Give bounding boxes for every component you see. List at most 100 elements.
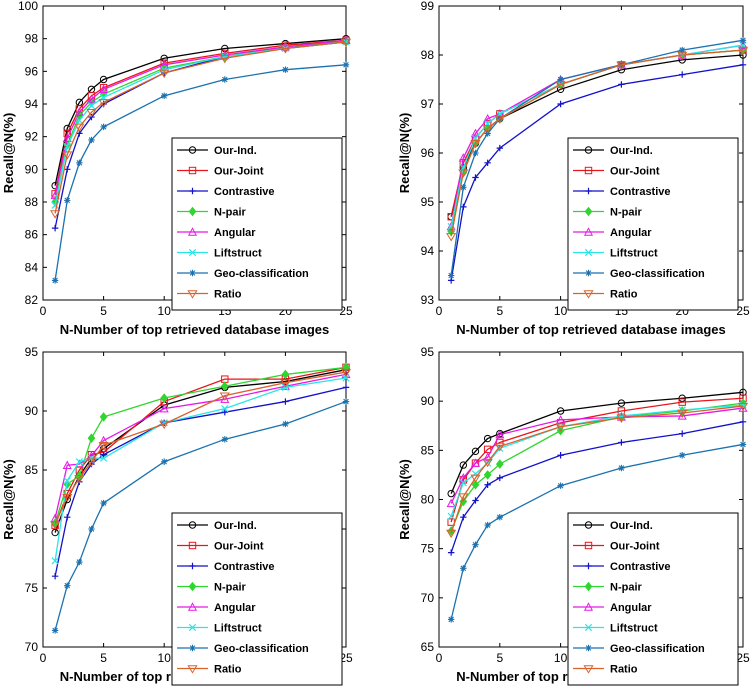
data-point-contrastive — [282, 398, 289, 405]
data-point-geo-classification — [161, 92, 168, 100]
data-point-geo-classification — [739, 441, 747, 448]
data-point-contrastive — [739, 418, 747, 426]
data-point-geo-classification — [472, 541, 479, 548]
series-line-our-ind — [54, 38, 347, 186]
legend-label-geo-classification: Geo-classification — [214, 268, 309, 280]
y-tick-label: 80 — [25, 522, 39, 536]
x-tick-label: 10 — [554, 651, 568, 665]
legend-marker-our-ind — [584, 521, 593, 529]
y-axis-label: Recall@N(%) — [1, 459, 16, 540]
legend-label-contrastive: Contrastive — [214, 561, 275, 573]
x-tick-label: 5 — [100, 304, 107, 318]
y-tick-label: 90 — [25, 162, 39, 176]
data-point-angular — [458, 153, 468, 162]
series-contrastive — [447, 418, 747, 556]
data-point-ratio — [98, 442, 109, 451]
series-liftstruct — [51, 374, 350, 565]
legend: Our-Ind. Our-Joint Contrastive N-pair Angula… — [171, 512, 343, 686]
x-axis-label: N-Number of top retrieved database image… — [456, 322, 725, 337]
data-point-geo-classification — [221, 436, 228, 443]
y-axis-label: Recall@N(%) — [397, 459, 412, 540]
legend-label-our-ind: Our-Ind. — [214, 145, 257, 157]
legend-marker-our-joint — [584, 541, 593, 550]
legend-marker-liftstruct — [188, 248, 197, 257]
legend-marker-ratio — [583, 290, 594, 299]
data-point-geo-classification — [100, 123, 107, 131]
x-tick-label: 25 — [339, 651, 353, 665]
data-point-ratio — [616, 61, 627, 70]
data-point-ratio — [458, 493, 469, 502]
y-tick-label: 99 — [421, 0, 435, 13]
x-tick-label: 10 — [554, 304, 568, 318]
legend-label-our-joint: Our-Joint — [610, 166, 660, 178]
data-point-liftstruct — [75, 116, 83, 124]
data-point-ratio — [74, 475, 85, 484]
x-tick-label: 0 — [40, 304, 47, 318]
data-point-angular — [446, 498, 456, 508]
data-point-geo-classification — [161, 458, 168, 465]
data-point-ratio — [737, 402, 749, 412]
series-geo-classification — [51, 398, 350, 634]
data-point-contrastive — [100, 451, 107, 458]
data-point-ratio — [62, 151, 73, 160]
data-point-angular — [159, 60, 169, 69]
legend-marker-n-pair — [584, 206, 593, 217]
data-point-our-joint — [63, 129, 71, 138]
legend: Our-Ind. Our-Joint Contrastive N-pair Angula… — [171, 137, 343, 311]
data-point-ratio — [494, 443, 505, 452]
legend-box — [567, 512, 739, 686]
legend-label-n-pair: N-pair — [610, 582, 643, 594]
data-point-n-pair — [281, 369, 290, 380]
series-ratio — [50, 368, 352, 530]
data-point-geo-classification — [51, 627, 59, 634]
data-point-angular — [556, 415, 566, 424]
legend-label-ratio: Ratio — [214, 289, 242, 301]
data-point-contrastive — [221, 408, 228, 416]
data-point-our-ind — [459, 461, 468, 469]
data-point-our-ind — [617, 399, 626, 407]
legend-marker-liftstruct — [188, 623, 197, 632]
data-point-ratio — [98, 99, 109, 108]
data-point-geo-classification — [76, 558, 83, 566]
y-tick-label: 65 — [421, 640, 435, 654]
legend-label-our-ind: Our-Ind. — [610, 145, 653, 157]
data-point-n-pair — [483, 470, 492, 480]
data-point-contrastive — [496, 144, 503, 152]
series-ratio — [446, 402, 749, 539]
data-point-angular — [483, 452, 493, 461]
legend-marker-liftstruct — [584, 623, 593, 632]
data-point-geo-classification — [484, 521, 491, 529]
data-point-geo-classification — [557, 76, 564, 83]
legend-marker-ratio — [583, 665, 594, 674]
data-point-contrastive — [557, 100, 564, 108]
legend-marker-contrastive — [585, 187, 592, 195]
legend-marker-contrastive — [189, 562, 196, 570]
y-tick-label: 88 — [25, 195, 39, 209]
legend-marker-geo-classification — [585, 269, 592, 277]
legend-label-geo-classification: Geo-classification — [610, 643, 705, 655]
data-point-contrastive — [51, 224, 59, 232]
data-point-contrastive — [460, 514, 467, 521]
data-point-ratio — [458, 169, 469, 178]
legend-label-our-ind: Our-Ind. — [214, 520, 257, 532]
data-point-geo-classification — [679, 452, 686, 459]
legend-marker-geo-classification — [189, 269, 196, 277]
y-tick-label: 70 — [25, 640, 39, 654]
data-point-liftstruct — [342, 374, 350, 382]
y-tick-label: 75 — [421, 542, 435, 556]
data-point-ratio — [50, 210, 61, 219]
data-point-ratio — [677, 51, 688, 61]
x-tick-label: 5 — [496, 651, 503, 665]
data-point-n-pair — [471, 479, 480, 490]
series-line-angular — [54, 373, 347, 519]
data-point-angular — [220, 394, 230, 403]
data-point-n-pair — [495, 459, 504, 469]
legend-marker-geo-classification — [585, 644, 592, 652]
y-tick-label: 98 — [25, 32, 39, 46]
data-point-contrastive — [484, 481, 491, 488]
data-point-liftstruct — [87, 454, 96, 462]
legend-label-contrastive: Contrastive — [610, 561, 671, 573]
legend-marker-our-joint — [584, 166, 593, 175]
data-point-geo-classification — [472, 149, 479, 157]
